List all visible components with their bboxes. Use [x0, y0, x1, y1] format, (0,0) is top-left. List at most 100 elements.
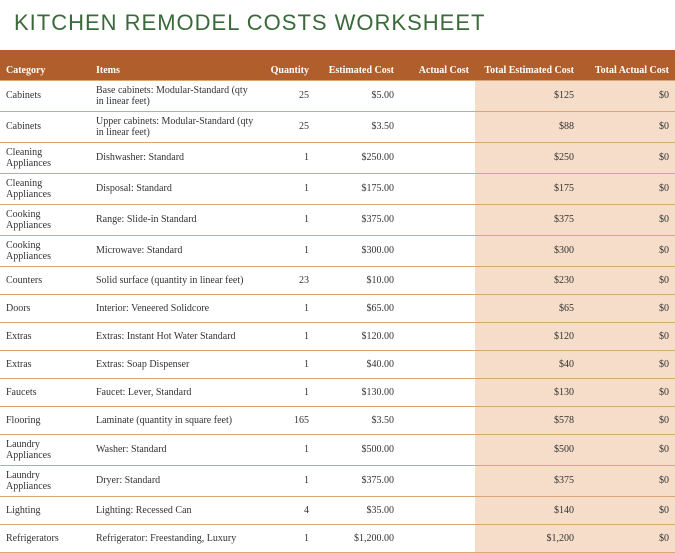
cell-estimated-cost: $375.00	[315, 204, 400, 235]
cell-actual-cost	[400, 204, 475, 235]
cell-actual-cost	[400, 322, 475, 350]
cell-total-actual-cost: $0	[580, 350, 675, 378]
table-row: Laundry AppliancesWasher: Standard1$500.…	[0, 434, 675, 465]
cell-estimated-cost: $120.00	[315, 322, 400, 350]
cell-total-actual-cost: $0	[580, 294, 675, 322]
cell-quantity: 1	[260, 294, 315, 322]
table-row: CountersSolid surface (quantity in linea…	[0, 266, 675, 294]
cell-category: Cleaning Appliances	[0, 142, 90, 173]
cell-total-actual-cost: $0	[580, 173, 675, 204]
cell-total-actual-cost: $0	[580, 80, 675, 111]
cell-total-actual-cost: $0	[580, 111, 675, 142]
cell-total-actual-cost: $0	[580, 322, 675, 350]
cell-actual-cost	[400, 406, 475, 434]
table-row: CabinetsUpper cabinets: Modular-Standard…	[0, 111, 675, 142]
cell-category: Cleaning Appliances	[0, 173, 90, 204]
table-row: FlooringLaminate (quantity in square fee…	[0, 406, 675, 434]
cell-total-actual-cost: $0	[580, 266, 675, 294]
cell-total-estimated-cost: $120	[475, 322, 580, 350]
cell-category: Doors	[0, 294, 90, 322]
cell-quantity: 1	[260, 524, 315, 552]
table-row: DoorsInterior: Veneered Solidcore1$65.00…	[0, 294, 675, 322]
table-row: ExtrasExtras: Soap Dispenser1$40.00 $40$0	[0, 350, 675, 378]
cell-items: Refrigerator: Freestanding, Luxury	[90, 524, 260, 552]
cell-quantity: 1	[260, 322, 315, 350]
cell-category: Extras	[0, 350, 90, 378]
cell-total-estimated-cost: $175	[475, 173, 580, 204]
cell-actual-cost	[400, 266, 475, 294]
table-row: ExtrasExtras: Instant Hot Water Standard…	[0, 322, 675, 350]
cell-items: Base cabinets: Modular-Standard (qty in …	[90, 80, 260, 111]
cell-total-actual-cost: $0	[580, 465, 675, 496]
col-category: Category	[0, 50, 90, 80]
cell-quantity: 1	[260, 434, 315, 465]
cell-estimated-cost: $250.00	[315, 142, 400, 173]
cell-quantity: 1	[260, 378, 315, 406]
cell-total-estimated-cost: $1,200	[475, 524, 580, 552]
cell-quantity: 23	[260, 266, 315, 294]
cell-total-estimated-cost: $88	[475, 111, 580, 142]
cell-items: Dryer: Standard	[90, 465, 260, 496]
cell-items: Interior: Veneered Solidcore	[90, 294, 260, 322]
table-row: CabinetsBase cabinets: Modular-Standard …	[0, 80, 675, 111]
cell-items: Microwave: Standard	[90, 235, 260, 266]
cell-estimated-cost: $3.50	[315, 406, 400, 434]
cell-total-actual-cost: $0	[580, 378, 675, 406]
cell-total-actual-cost: $0	[580, 235, 675, 266]
cell-total-estimated-cost: $500	[475, 434, 580, 465]
cell-total-estimated-cost: $300	[475, 235, 580, 266]
cell-quantity: 1	[260, 142, 315, 173]
cell-items: Washer: Standard	[90, 434, 260, 465]
cell-total-estimated-cost: $578	[475, 406, 580, 434]
cell-estimated-cost: $300.00	[315, 235, 400, 266]
table-row: Cleaning AppliancesDishwasher: Standard1…	[0, 142, 675, 173]
cell-total-estimated-cost: $40	[475, 350, 580, 378]
cell-estimated-cost: $3.50	[315, 111, 400, 142]
cell-actual-cost	[400, 80, 475, 111]
cell-quantity: 1	[260, 465, 315, 496]
cell-total-actual-cost: $0	[580, 142, 675, 173]
cell-actual-cost	[400, 294, 475, 322]
col-total-actual-cost: Total Actual Cost	[580, 50, 675, 80]
cell-quantity: 1	[260, 204, 315, 235]
table-row: Cooking AppliancesMicrowave: Standard1$3…	[0, 235, 675, 266]
cell-category: Laundry Appliances	[0, 434, 90, 465]
cell-actual-cost	[400, 142, 475, 173]
cell-items: Solid surface (quantity in linear feet)	[90, 266, 260, 294]
table-body: CabinetsBase cabinets: Modular-Standard …	[0, 80, 675, 552]
cell-actual-cost	[400, 524, 475, 552]
cell-category: Refrigerators	[0, 524, 90, 552]
cell-total-actual-cost: $0	[580, 434, 675, 465]
cell-category: Cabinets	[0, 111, 90, 142]
table-row: Cleaning AppliancesDisposal: Standard1$1…	[0, 173, 675, 204]
cell-items: Extras: Instant Hot Water Standard	[90, 322, 260, 350]
cell-category: Cooking Appliances	[0, 204, 90, 235]
cell-category: Cabinets	[0, 80, 90, 111]
cell-items: Extras: Soap Dispenser	[90, 350, 260, 378]
cell-estimated-cost: $10.00	[315, 266, 400, 294]
cell-items: Faucet: Lever, Standard	[90, 378, 260, 406]
cell-quantity: 25	[260, 111, 315, 142]
cell-items: Dishwasher: Standard	[90, 142, 260, 173]
col-total-estimated-cost: Total Estimated Cost	[475, 50, 580, 80]
cell-estimated-cost: $375.00	[315, 465, 400, 496]
cell-quantity: 1	[260, 350, 315, 378]
costs-table: Category Items Quantity Estimated Cost A…	[0, 50, 675, 553]
cell-actual-cost	[400, 235, 475, 266]
cell-total-estimated-cost: $130	[475, 378, 580, 406]
col-quantity: Quantity	[260, 50, 315, 80]
table-row: RefrigeratorsRefrigerator: Freestanding,…	[0, 524, 675, 552]
cell-estimated-cost: $500.00	[315, 434, 400, 465]
cell-actual-cost	[400, 173, 475, 204]
cell-items: Disposal: Standard	[90, 173, 260, 204]
cell-quantity: 1	[260, 235, 315, 266]
cell-total-estimated-cost: $230	[475, 266, 580, 294]
cell-items: Laminate (quantity in square feet)	[90, 406, 260, 434]
cell-estimated-cost: $1,200.00	[315, 524, 400, 552]
cell-estimated-cost: $5.00	[315, 80, 400, 111]
cell-category: Cooking Appliances	[0, 235, 90, 266]
cell-estimated-cost: $40.00	[315, 350, 400, 378]
cell-quantity: 165	[260, 406, 315, 434]
cell-actual-cost	[400, 350, 475, 378]
cell-category: Flooring	[0, 406, 90, 434]
